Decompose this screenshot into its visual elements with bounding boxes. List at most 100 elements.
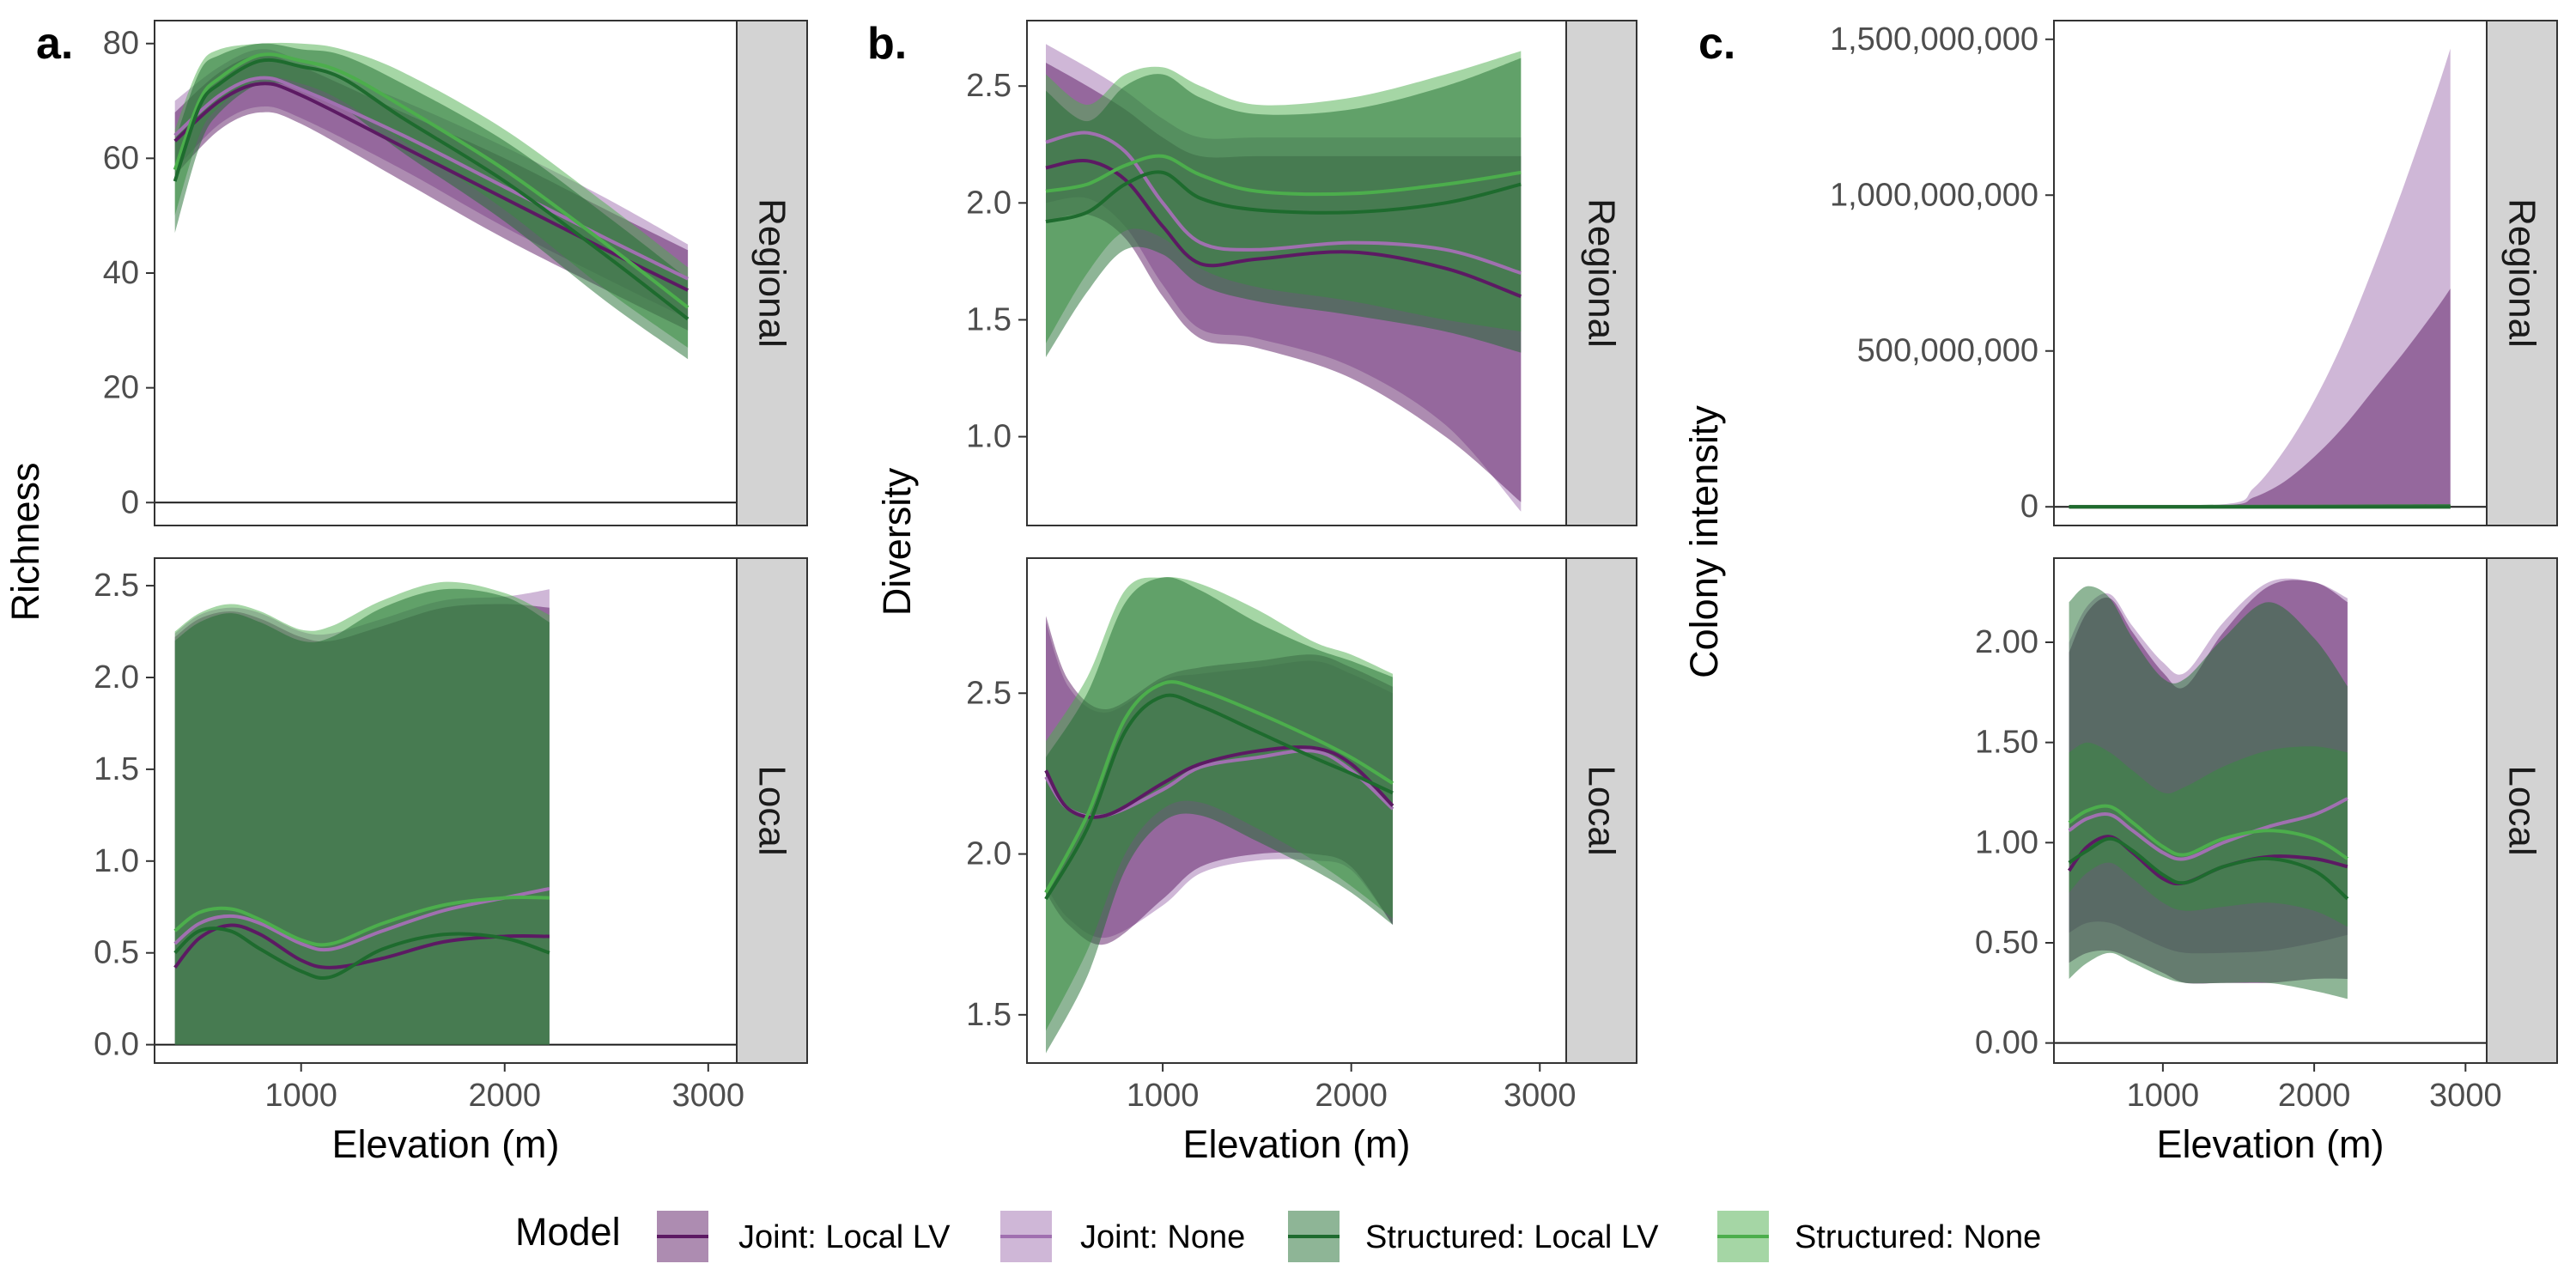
- legend-label-joint-local-lv: Joint: Local LV: [738, 1219, 951, 1255]
- chart-a: a. Richness Elevation (m) Regional 0 20 40 60 80…: [3, 19, 808, 1166]
- x-tick-label: 3000: [1504, 1078, 1577, 1114]
- line-structured-none: [2068, 804, 2348, 860]
- line-structured-none: [1044, 680, 1394, 894]
- strip-regional: [2486, 20, 2558, 526]
- x-tick-label: 2000: [1315, 1078, 1388, 1114]
- line-joint-none: [2068, 797, 2348, 861]
- y-tick-label: 1.5: [966, 997, 1012, 1033]
- y-tick-label: 0.00: [1975, 1025, 2038, 1061]
- legend-label-joint-none: Joint: None: [1080, 1219, 1245, 1255]
- x-axis-title-a: Elevation (m): [331, 1122, 559, 1166]
- ribbon-structured-local-lv: [174, 588, 550, 1045]
- strip-label-local: Local: [751, 765, 793, 855]
- strip-label-regional: Regional: [1581, 198, 1623, 348]
- y-tick-label: 40: [103, 255, 139, 291]
- strip-regional: [1565, 20, 1637, 526]
- x-tick-label: 3000: [2429, 1078, 2502, 1114]
- panel-c-regional: Regional 0 500,000,000 1,000,000,000 1,500,0…: [1830, 20, 2558, 526]
- strip-label-regional: Regional: [751, 198, 793, 348]
- plot-area: [155, 42, 737, 504]
- panel-a-regional: Regional 0 20 40 60 80: [103, 20, 808, 526]
- y-tick-label: 0.0: [94, 1027, 139, 1063]
- legend-item-joint-local-lv: Joint: Local LV: [657, 1211, 951, 1262]
- ribbon-structured-local-lv: [2069, 586, 2348, 999]
- x-tick-label: 1000: [2127, 1078, 2200, 1114]
- strip-label-local: Local: [2501, 765, 2543, 855]
- y-tick-label: 2.5: [966, 68, 1012, 104]
- plot-area: [2054, 48, 2487, 509]
- line-joint-local-lv: [1045, 158, 1522, 299]
- y-tick-label: 0.5: [94, 935, 139, 971]
- panel-tag-b: b.: [867, 19, 907, 69]
- line-joint-local-lv: [2067, 835, 2348, 886]
- panel-tag-c: c.: [1698, 19, 1735, 69]
- y-tick-label: 0: [2020, 489, 2038, 525]
- y-tick-label: 1.0: [966, 419, 1012, 455]
- legend-title: Model: [515, 1210, 621, 1254]
- plot-area: [155, 581, 737, 1046]
- legend-label-structured-local-lv: Structured: Local LV: [1365, 1219, 1659, 1255]
- y-tick-label: 20: [103, 370, 139, 406]
- line-structured-local-lv: [173, 927, 550, 981]
- x-axis-title-c: Elevation (m): [2156, 1122, 2384, 1166]
- ribbon-joint-local-lv: [2069, 289, 2451, 507]
- ribbon-joint-none: [2069, 48, 2451, 507]
- line-joint-local-lv: [1044, 745, 1394, 819]
- panel-b-regional: Regional 1.0 1.5 2.0 2.5: [966, 20, 1637, 526]
- panel-c-local: Local 0.00 0.50 1.00 1.50 2.00 1000 2000 3000: [1975, 557, 2558, 1114]
- y-axis-title-a: Richness: [3, 462, 47, 621]
- y-tick-label: 1,500,000,000: [1830, 21, 2038, 58]
- y-tick-label: 0.50: [1975, 925, 2038, 961]
- line-structured-local-lv: [1044, 693, 1394, 901]
- y-axis-title-b: Diversity: [875, 467, 919, 616]
- strip-label-local: Local: [1581, 765, 1623, 855]
- legend: Model Joint: Local LV Joint: None Struct…: [515, 1210, 2041, 1262]
- panel-b-local: Local 1.5 2.0 2.5 1000 2000 3000: [966, 557, 1637, 1114]
- y-tick-label: 1,000,000,000: [1830, 177, 2038, 213]
- x-tick-label: 3000: [672, 1078, 745, 1114]
- y-tick-label: 2.00: [1975, 624, 2038, 660]
- y-tick-label: 2.5: [94, 568, 139, 604]
- y-tick-label: 2.0: [94, 659, 139, 696]
- y-tick-label: 500,000,000: [1857, 333, 2038, 369]
- ribbon-structured-local-lv: [1046, 577, 1393, 1054]
- strip-local: [1565, 557, 1637, 1064]
- y-tick-label: 2.5: [966, 675, 1012, 711]
- plot-area: [1044, 577, 1394, 1054]
- plot-area: [1045, 44, 1522, 512]
- plot-area: [2054, 578, 2487, 1044]
- strip-label-regional: Regional: [2501, 198, 2543, 348]
- chart-c: c. Colony intensity Elevation (m) Regional 0…: [1682, 19, 2558, 1166]
- panel-a-local: Local 0.0 0.5 1.0 1.5 2.0 2.5 1000 2000 3000: [94, 557, 808, 1114]
- panels-layer: a. Richness Elevation (m) Regional 0 20 40 60 80…: [3, 19, 2558, 1166]
- legend-item-structured-local-lv: Structured: Local LV: [1288, 1211, 1659, 1262]
- line-joint-none: [173, 76, 689, 281]
- x-tick-label: 1000: [1127, 1078, 1200, 1114]
- line-joint-none: [173, 886, 550, 952]
- y-tick-label: 1.5: [966, 301, 1012, 337]
- y-tick-label: 80: [103, 26, 139, 62]
- strip-regional: [736, 20, 808, 526]
- strip-local: [2486, 557, 2558, 1064]
- x-tick-label: 2000: [2278, 1078, 2351, 1114]
- chart-b: b. Diversity Elevation (m) Regional 1.0 1.5 2.…: [867, 19, 1637, 1166]
- y-tick-label: 2.0: [966, 185, 1012, 221]
- line-structured-local-lv: [1045, 170, 1522, 224]
- y-tick-label: 1.00: [1975, 824, 2038, 860]
- y-tick-label: 2.0: [966, 836, 1012, 872]
- y-tick-label: 60: [103, 140, 139, 176]
- y-tick-label: 1.5: [94, 751, 139, 787]
- x-tick-label: 2000: [468, 1078, 541, 1114]
- line-structured-none: [173, 895, 550, 947]
- legend-item-joint-none: Joint: None: [1000, 1211, 1245, 1262]
- legend-item-structured-none: Structured: None: [1717, 1211, 2041, 1262]
- line-joint-none: [1045, 131, 1522, 275]
- y-tick-label: 0: [121, 484, 139, 520]
- legend-label-structured-none: Structured: None: [1795, 1219, 2041, 1255]
- x-tick-label: 1000: [264, 1078, 337, 1114]
- ribbon-structured-local-lv: [1046, 58, 1522, 357]
- panel-tag-a: a.: [36, 19, 73, 69]
- line-joint-local-lv: [173, 82, 689, 292]
- line-structured-local-lv: [173, 58, 690, 321]
